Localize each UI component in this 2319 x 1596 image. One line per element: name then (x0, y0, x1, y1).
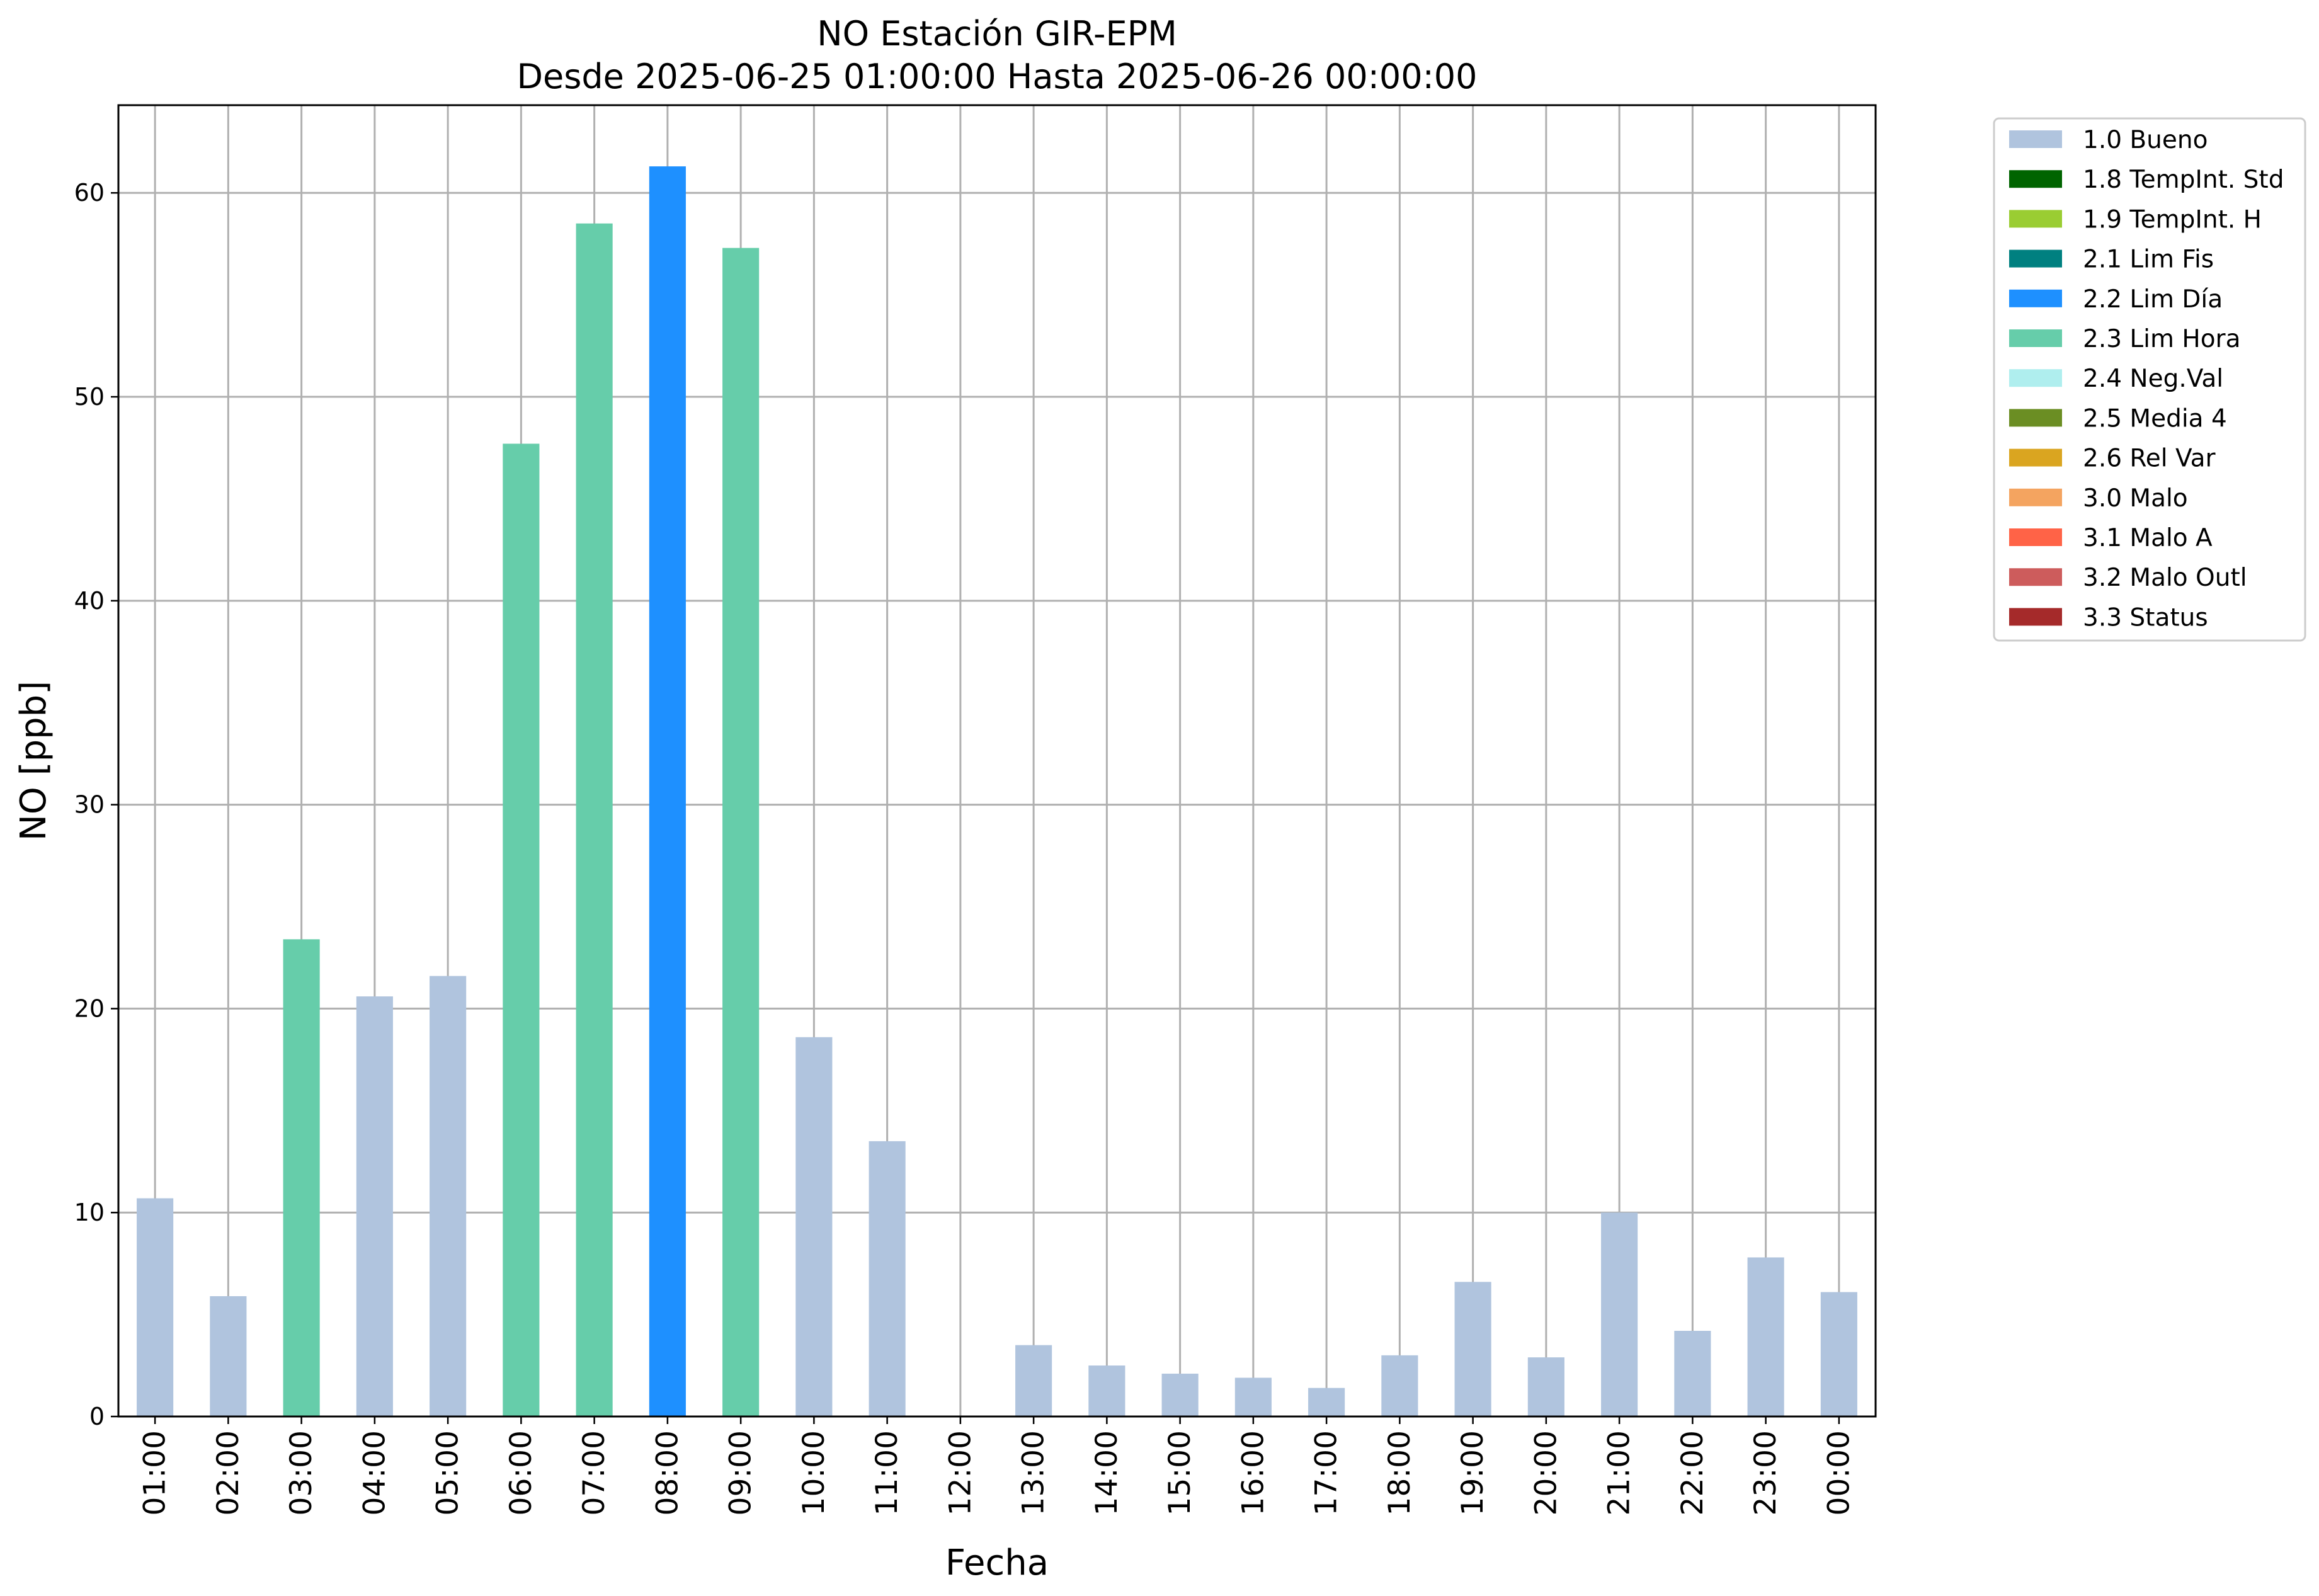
legend-entry-label: 2.4 Neg.Val (2083, 365, 2223, 393)
legend-entry-label: 1.0 Bueno (2083, 126, 2208, 154)
chart-subtitle: Desde 2025-06-25 01:00:00 Hasta 2025-06-… (516, 57, 1477, 96)
legend: 1.0 Bueno 1.8 TempInt. Std 1.9 TempInt. H 2… (1993, 117, 2306, 642)
x-tick-label: 04:00 (357, 1430, 392, 1515)
bar (1234, 1377, 1272, 1416)
legend-swatch (2009, 249, 2062, 268)
legend-swatch (2009, 210, 2062, 228)
x-tick-label: 22:00 (1675, 1430, 1710, 1515)
legend-entry-label: 3.3 Status (2083, 603, 2208, 632)
bar (503, 443, 540, 1416)
bar (1381, 1355, 1418, 1416)
x-tick-label: 12:00 (943, 1430, 977, 1515)
x-tick-label: 09:00 (724, 1430, 758, 1515)
x-tick-label: 06:00 (504, 1430, 538, 1515)
legend-swatch (2009, 289, 2062, 307)
x-tick-label: 02:00 (211, 1430, 246, 1515)
legend-swatch (2009, 608, 2062, 626)
y-axis-ticks: 0 10 20 30 40 50 60 (74, 179, 118, 1430)
legend-entry-label: 2.1 Lim Fis (2083, 246, 2214, 274)
x-tick-label: 03:00 (284, 1430, 319, 1515)
x-tick-label: 17:00 (1309, 1430, 1344, 1515)
bar (1088, 1365, 1125, 1416)
y-tick-label: 10 (74, 1199, 105, 1226)
x-tick-label: 19:00 (1456, 1430, 1490, 1515)
x-tick-label: 00:00 (1821, 1430, 1856, 1515)
bar (137, 1198, 174, 1416)
bar (210, 1296, 247, 1416)
y-tick-label: 60 (74, 179, 105, 207)
legend-swatch (2009, 130, 2062, 148)
y-tick-label: 20 (74, 995, 105, 1022)
bar (1161, 1374, 1199, 1416)
bar (722, 248, 760, 1417)
legend-swatch (2009, 329, 2062, 347)
x-tick-label: 14:00 (1090, 1430, 1124, 1515)
legend-entry-label: 2.5 Media 4 (2083, 404, 2227, 433)
x-tick-label: 18:00 (1382, 1430, 1417, 1515)
legend-swatch (2009, 369, 2062, 387)
bar (1015, 1345, 1052, 1416)
legend-entry-label: 1.9 TempInt. H (2083, 205, 2262, 234)
legend-entry-label: 3.0 Malo (2083, 484, 2188, 513)
y-tick-label: 30 (74, 791, 105, 819)
bar (1527, 1357, 1564, 1416)
bar (356, 996, 393, 1416)
legend-entry-label: 3.2 Malo Outl (2083, 564, 2247, 592)
x-tick-label: 10:00 (797, 1430, 831, 1515)
y-tick-label: 40 (74, 587, 105, 615)
x-tick-label: 11:00 (870, 1430, 904, 1515)
bar (430, 976, 467, 1416)
y-tick-label: 50 (74, 383, 105, 411)
chart-title: NO Estación GIR-EPM (817, 14, 1177, 54)
plot-frame (117, 104, 1877, 1418)
legend-entry-label: 2.2 Lim Día (2083, 285, 2223, 314)
legend-frame (1993, 117, 2306, 642)
x-tick-label: 05:00 (431, 1430, 465, 1515)
bar (795, 1037, 833, 1416)
x-axis-ticks: 01:00 02:00 03:00 04:00 05:00 06:00 07:00 08:00… (138, 1416, 1856, 1515)
x-axis-label: Fecha (945, 1542, 1049, 1583)
x-tick-label: 20:00 (1529, 1430, 1563, 1515)
x-tick-label: 07:00 (577, 1430, 612, 1515)
legend-entry-label: 3.1 Malo A (2083, 524, 2213, 552)
x-tick-label: 13:00 (1017, 1430, 1051, 1515)
bar (1601, 1212, 1638, 1416)
bars (137, 166, 1857, 1417)
bar (1747, 1257, 1784, 1416)
bar (649, 166, 686, 1416)
bar (576, 223, 613, 1417)
legend-swatch (2009, 170, 2062, 188)
bar (869, 1141, 906, 1416)
legend-swatch (2009, 448, 2062, 467)
bar (283, 939, 320, 1416)
x-tick-label: 08:00 (650, 1430, 685, 1515)
x-tick-label: 21:00 (1602, 1430, 1637, 1515)
legend-entry-label: 2.6 Rel Var (2083, 445, 2216, 473)
y-tick-label: 0 (89, 1403, 105, 1430)
x-tick-label: 16:00 (1236, 1430, 1270, 1515)
legend-swatch (2009, 568, 2062, 586)
x-tick-label: 23:00 (1748, 1430, 1783, 1515)
legend-entry-label: 2.3 Lim Hora (2083, 325, 2241, 353)
bar (1308, 1388, 1345, 1416)
legend-swatch (2009, 409, 2062, 427)
legend-swatch (2009, 528, 2062, 546)
legend-entry-label: 1.8 TempInt. Std (2083, 166, 2284, 194)
bar (1820, 1292, 1857, 1416)
bar (1674, 1331, 1711, 1416)
x-tick-label: 01:00 (138, 1430, 173, 1515)
x-tick-label: 15:00 (1163, 1430, 1197, 1515)
y-axis-label: NO [ppb] (13, 681, 54, 841)
bar (1454, 1282, 1491, 1416)
legend-swatch (2009, 488, 2062, 506)
